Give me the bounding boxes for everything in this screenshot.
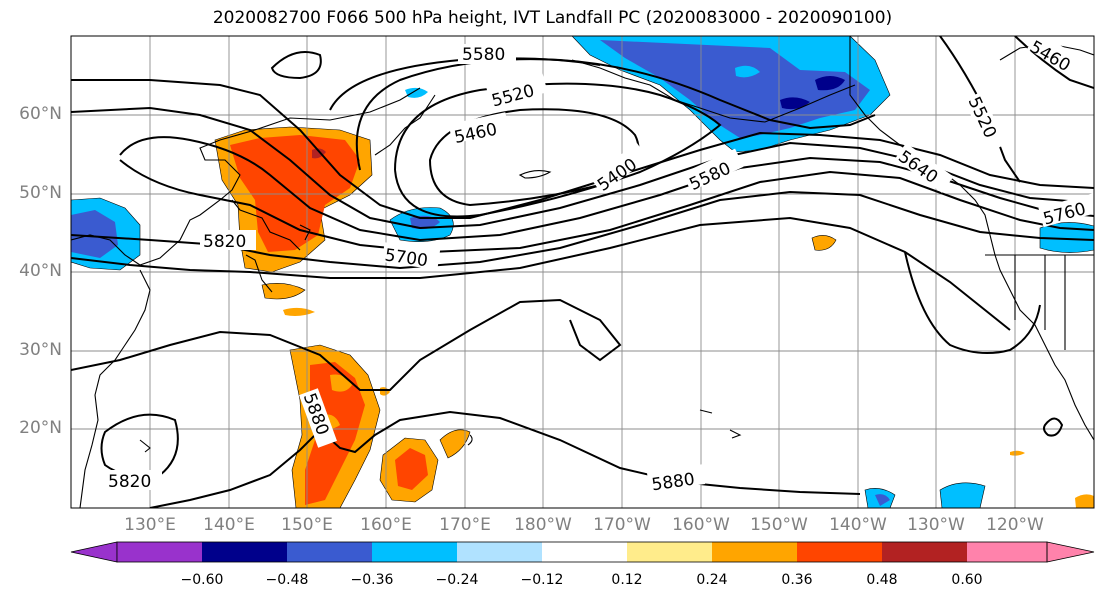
- colorbar-bin: [967, 542, 1047, 562]
- lon-label-170w: 170°W: [593, 515, 651, 535]
- lon-label-130e: 130°E: [124, 515, 176, 535]
- colorbar-extend-high: [1046, 541, 1095, 563]
- lon-label-160w: 160°W: [672, 515, 730, 535]
- ivt-negative-anomaly: [71, 36, 1094, 508]
- colorbar-tick: −0.60: [180, 572, 224, 588]
- contour-label-5580-north: 5580: [462, 45, 505, 65]
- lat-label-60n: 60°N: [19, 104, 62, 124]
- coastlines: [71, 36, 1094, 508]
- colorbar-tick: 0.24: [696, 572, 728, 588]
- contour-label-5820-west: 5820: [203, 232, 246, 252]
- map-title: 2020082700 F066 500 hPa height, IVT Land…: [212, 8, 893, 28]
- colorbar-bin: [457, 542, 542, 562]
- lon-label-140e: 140°E: [203, 515, 255, 535]
- lon-label-140w: 140°W: [829, 515, 887, 535]
- lon-label-180w: 180°W: [514, 515, 572, 535]
- colorbar-bin: [882, 542, 967, 562]
- lon-label-150e: 150°E: [281, 515, 333, 535]
- colorbar-bin: [202, 542, 287, 562]
- lat-label-30n: 30°N: [19, 340, 62, 360]
- colorbar-tick: 0.48: [866, 572, 898, 588]
- colorbar-bin: [712, 542, 797, 562]
- colorbar-bin: [627, 542, 712, 562]
- colorbar-tick: −0.36: [350, 572, 394, 588]
- map-frame: [70, 35, 1095, 509]
- contour-label-5820-south: 5820: [108, 472, 151, 492]
- lat-label-40n: 40°N: [19, 261, 62, 281]
- colorbar-extend-low: [70, 541, 118, 563]
- contour-labels: 5580 5520 5460 5400 5580 5460 5520 5640 …: [106, 36, 1094, 495]
- colorbar-bin: [117, 542, 202, 562]
- colorbar-tick: −0.48: [265, 572, 309, 588]
- colorbar-tick: 0.36: [781, 572, 813, 588]
- colorbar-frame: [116, 541, 1048, 563]
- colorbar-tick: −0.24: [435, 572, 479, 588]
- colorbar-bin: [372, 542, 457, 562]
- lon-label-130w: 130°W: [907, 515, 965, 535]
- colorbar-tick: −0.12: [520, 572, 564, 588]
- colorbar-bin: [797, 542, 882, 562]
- colorbar-bin: [287, 542, 372, 562]
- lon-label-120w: 120°W: [986, 515, 1044, 535]
- lon-label-150w: 150°W: [750, 515, 808, 535]
- colorbar-tick: 0.60: [951, 572, 983, 588]
- colorbar-tick: 0.12: [611, 572, 643, 588]
- lon-label-160e: 160°E: [360, 515, 412, 535]
- colorbar-bin: [542, 542, 627, 562]
- colorbar: [70, 541, 1095, 563]
- lat-label-50n: 50°N: [19, 183, 62, 203]
- lat-label-20n: 20°N: [19, 418, 62, 438]
- lon-label-170e: 170°E: [439, 515, 491, 535]
